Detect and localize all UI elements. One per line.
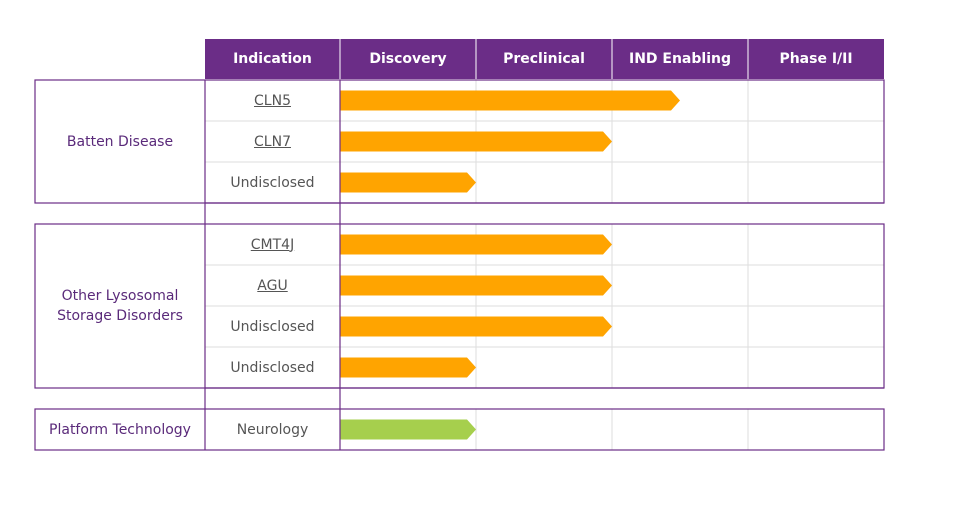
progress-bar — [340, 90, 680, 111]
indication[interactable]: CMT4J — [250, 236, 295, 253]
indication: Undisclosed — [230, 318, 315, 335]
progress-bar — [340, 357, 476, 378]
group-label: Other Lysosomal Storage Disorders — [57, 288, 183, 324]
indication: Undisclosed — [230, 174, 315, 191]
header-cell: IND Enabling — [628, 51, 731, 67]
group-box — [34, 408, 885, 451]
progress-bar — [340, 275, 612, 296]
indication[interactable]: AGU — [257, 277, 288, 294]
progress-bar — [340, 419, 476, 440]
header-cell: Preclinical — [503, 51, 585, 67]
progress-bar — [340, 316, 612, 337]
indication[interactable]: CLN7 — [254, 133, 291, 150]
header-bg — [205, 39, 884, 79]
header-cell: Indication — [233, 51, 312, 67]
header-cell: Phase I/II — [779, 51, 853, 67]
progress-bar — [340, 131, 612, 152]
indication: Neurology — [236, 421, 309, 438]
group-label: Platform Technology — [49, 421, 191, 438]
indication: Undisclosed — [230, 359, 315, 376]
progress-bar — [340, 234, 612, 255]
indication[interactable]: CLN5 — [254, 92, 291, 109]
progress-bar — [340, 172, 476, 193]
group-label: Batten Disease — [66, 133, 174, 150]
header-cell: Discovery — [369, 51, 447, 67]
